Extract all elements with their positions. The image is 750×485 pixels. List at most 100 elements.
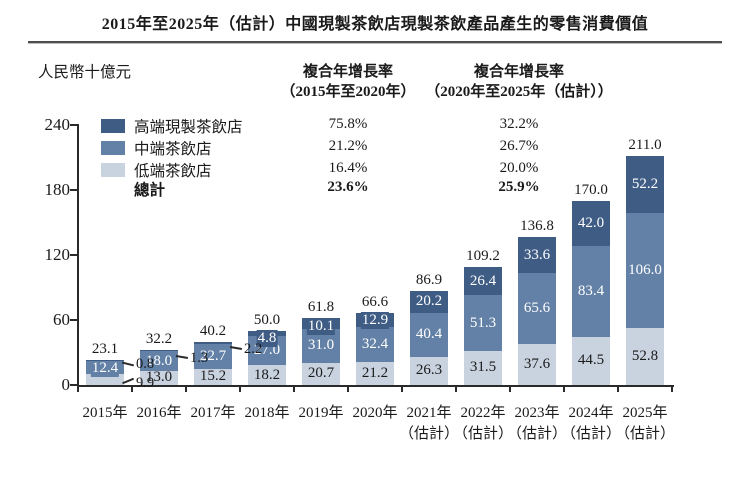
segment-value-label: 26.4 — [468, 272, 498, 290]
y-axis-tick — [70, 189, 78, 191]
segment-value-label: 18.0 — [144, 352, 174, 370]
x-label-year: 2015年 — [82, 405, 128, 421]
cagr-value: 26.7% — [499, 138, 539, 154]
cagr-header-2020-2025: 複合年增長率 （2020年至2025年（估計）） — [397, 62, 641, 102]
x-axis-category-label: 2021年 （估計） — [399, 403, 459, 445]
x-label-note: （估計） — [614, 426, 676, 442]
bar-total-label: 32.2 — [145, 331, 173, 347]
cagr-header-line1: 複合年增長率 — [473, 64, 564, 80]
x-label-year: 2023年 — [514, 405, 560, 421]
legend-label: 中端茶飲店 — [134, 141, 212, 158]
segment-value-label: 44.5 — [577, 352, 605, 369]
bar-segment-high — [140, 350, 178, 352]
info-row: 總計 23.6% 25.9% — [0, 179, 750, 199]
legend-item: 中端茶飲店 — [101, 138, 212, 158]
segment-value-label: 51.3 — [468, 314, 498, 332]
segment-value-label: 31.0 — [306, 337, 336, 355]
segment-value-label: 13.0 — [145, 369, 173, 386]
y-axis-tick — [70, 384, 78, 386]
x-axis-tick — [185, 386, 187, 392]
x-axis-tick — [77, 386, 79, 392]
callout-value-label: 2.2 — [244, 340, 263, 357]
bar-segment-low — [518, 344, 556, 385]
x-label-year: 2018年 — [244, 405, 290, 421]
segment-value-label: 31.5 — [469, 359, 497, 376]
segment-value-label: 26.3 — [415, 362, 443, 379]
x-label-year: 2017年 — [190, 405, 236, 421]
bar-total-label: 61.8 — [307, 299, 335, 316]
cagr-header-2015-2020: 複合年增長率 （2015年至2020年） — [240, 62, 456, 102]
segment-value-label: 37.6 — [523, 356, 551, 373]
x-label-year: 2019年 — [298, 405, 344, 421]
x-axis-category-label: 2020年 — [352, 403, 397, 424]
x-axis-tick — [509, 386, 511, 392]
segment-value-label: 21.2 — [361, 365, 389, 382]
callout-value-label: 9.9 — [136, 375, 155, 392]
x-axis-tick — [293, 386, 295, 392]
title-underline — [28, 41, 722, 44]
x-label-year: 2025年 — [622, 405, 668, 421]
bar-segment-low — [194, 368, 232, 385]
segment-value-label: 4.8 — [256, 330, 278, 348]
bar-total-label: 86.9 — [415, 271, 443, 288]
x-axis-tick — [131, 386, 133, 392]
segment-value-label: 20.2 — [414, 293, 444, 311]
bar-segment-low — [356, 362, 394, 385]
segment-value-label: 20.7 — [307, 365, 335, 382]
bar-segment-low — [248, 365, 286, 385]
bar-segment-low — [626, 327, 664, 385]
cagr-header-line1: 複合年增長率 — [302, 64, 393, 80]
callout-value-label: 0.8 — [136, 355, 155, 372]
bar-total-label: 40.2 — [199, 322, 227, 339]
bar-segment-high — [86, 359, 124, 361]
cagr-value: 16.4% — [328, 160, 368, 176]
segment-value-label: 52.8 — [631, 347, 659, 364]
y-axis-tick — [70, 254, 78, 256]
x-label-year: 2016年 — [136, 405, 182, 421]
x-label-year: 2022年 — [460, 405, 506, 421]
x-axis-tick — [401, 386, 403, 392]
segment-value-label: 10.1 — [306, 317, 336, 335]
cagr-value: 20.0% — [499, 160, 539, 176]
x-axis-category-label: 2025年 （估計） — [615, 403, 675, 445]
callout-value-label: 1.3 — [190, 350, 209, 366]
cagr-value: 23.6% — [327, 179, 369, 195]
bar-segment-low — [410, 356, 448, 385]
x-axis-tick — [617, 386, 619, 392]
segment-value-label: 52.2 — [630, 176, 660, 194]
x-axis-tick — [671, 386, 673, 392]
x-label-year: 2021年 — [406, 405, 452, 421]
cagr-value: 32.2% — [499, 116, 539, 132]
x-axis-category-label: 2015年 — [82, 403, 127, 424]
x-axis-category-label: 2016年 — [136, 403, 181, 424]
x-label-note: （估計） — [452, 426, 514, 442]
y-axis-label: 180 — [44, 180, 71, 199]
page-title: 2015年至2025年（估計）中國現製茶飲店現製茶飲產品產生的零售消費價值 — [101, 16, 649, 33]
x-label-note: （估計） — [560, 426, 622, 442]
segment-value-label: 12.9 — [360, 312, 390, 330]
segment-value-label: 65.6 — [522, 300, 552, 318]
x-label-year: 2024年 — [568, 405, 614, 421]
legend-swatch-icon — [101, 141, 125, 155]
cagr-value: 75.8% — [328, 116, 368, 132]
cagr-value: 21.2% — [328, 138, 368, 154]
x-axis-tick — [347, 386, 349, 392]
segment-value-label: 106.0 — [627, 261, 663, 279]
x-axis-category-label: 2018年 — [244, 403, 289, 424]
segment-value-label: 15.2 — [199, 368, 227, 385]
legend-item: 高端現製茶飲店 — [101, 116, 243, 136]
y-axis-line — [77, 124, 79, 386]
info-row: 中端茶飲店 21.2% 26.7% — [0, 138, 750, 158]
legend-label: 高端現製茶飲店 — [134, 119, 243, 136]
y-axis-tick — [70, 124, 78, 126]
bar-total-label: 136.8 — [520, 217, 554, 234]
x-label-year: 2020年 — [352, 405, 398, 421]
x-label-note: （估計） — [398, 426, 460, 442]
segment-value-label: 33.6 — [522, 246, 552, 264]
legend-swatch-icon — [101, 119, 125, 133]
x-axis-tick — [563, 386, 565, 392]
x-axis-line — [77, 385, 674, 387]
x-label-note: （估計） — [506, 426, 568, 442]
y-axis-label: 120 — [44, 245, 71, 264]
